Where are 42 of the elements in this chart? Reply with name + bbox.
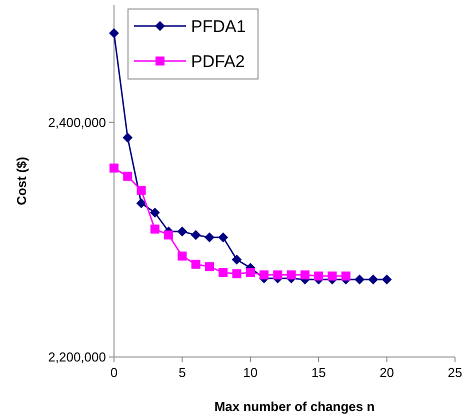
x-tick-label: 10 (243, 365, 258, 380)
x-axis-title: Max number of changes n (214, 399, 375, 414)
y-tick-label: 2,200,000 (48, 350, 106, 365)
x-tick-label: 20 (380, 365, 394, 380)
point (190, 230, 201, 240)
point (136, 198, 146, 208)
x-tick-label: 0 (110, 365, 118, 380)
x-tick-label: 5 (178, 365, 186, 380)
point (232, 269, 242, 278)
point (136, 186, 146, 195)
point (286, 270, 296, 280)
point (368, 274, 378, 285)
point (328, 272, 337, 281)
point (110, 164, 118, 173)
point (218, 232, 228, 242)
point (354, 274, 365, 285)
legend-label: PFDA1 (191, 16, 246, 36)
point (314, 272, 324, 281)
point (273, 270, 282, 280)
point (177, 226, 188, 236)
x-tick-label: 25 (448, 365, 462, 380)
point (232, 254, 242, 265)
legend-label: PDFA2 (191, 52, 245, 71)
point (150, 224, 160, 234)
point (150, 208, 160, 218)
point (178, 252, 187, 261)
point (341, 272, 350, 281)
y-axis-title: Cost ($) (14, 156, 29, 206)
point (246, 268, 255, 278)
point (109, 28, 119, 38)
point (164, 230, 174, 240)
point (123, 172, 132, 181)
y-tick-label: 2,400,000 (48, 114, 106, 130)
point (382, 274, 392, 285)
point (204, 232, 214, 242)
point (300, 270, 310, 280)
point (122, 132, 133, 143)
point (218, 268, 228, 278)
point (191, 260, 200, 269)
x-tick-label: 15 (311, 365, 326, 380)
point (204, 262, 214, 272)
point (260, 270, 269, 280)
